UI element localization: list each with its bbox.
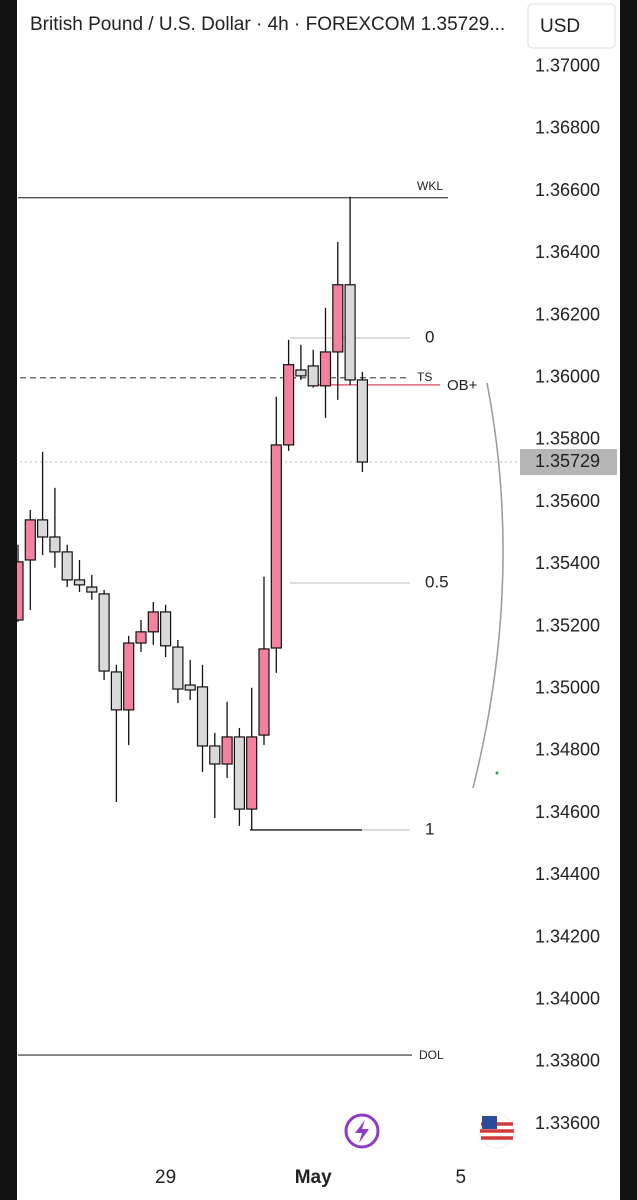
y-tick-label: 1.35800 [535,429,600,449]
candle-body [24,519,36,561]
candle-body [135,631,147,644]
candle-body [307,365,319,387]
candle-body [73,579,86,586]
frame-edge [620,0,637,1200]
candle-body [49,536,61,553]
curved-arrow [472,382,504,789]
chart-title: British Pound / U.S. Dollar · 4h · FOREX… [30,14,505,35]
y-tick-label: 1.36000 [535,367,600,387]
candle-body [258,648,270,736]
y-tick-label: 1.34000 [535,988,600,1008]
last-price-box [520,449,617,476]
level-label: OB+ [447,377,478,394]
icon-ring [344,1113,380,1149]
candle-body [283,364,295,446]
x-tick-label: 5 [456,1167,467,1188]
level-label: DOL [419,1048,444,1062]
candle-body [184,684,196,691]
candle-body [160,611,172,647]
candle-body [172,646,184,690]
candle-body [221,736,233,765]
icon-bolt [355,1120,369,1143]
y-tick-label: 1.36200 [535,304,600,324]
y-tick-label: 1.33600 [535,1113,600,1133]
fib-label: 0.5 [425,572,449,591]
y-tick-label: 1.35400 [535,553,600,573]
frame-edge [0,0,17,1200]
y-tick-label: 1.35200 [535,615,600,635]
y-tick-label: 1.36400 [535,242,600,262]
y-tick-label: 1.37000 [535,56,600,76]
fib-label: 0 [425,327,434,346]
last-price-label: 1.35729 [535,451,600,471]
candle-body [98,593,110,672]
x-tick-label: May [295,1167,332,1188]
candle-body [61,551,73,581]
candle-body [332,284,344,353]
dot [495,771,499,775]
y-tick-label: 1.35600 [535,491,600,511]
candle-body [344,284,356,381]
x-tick-label: 29 [155,1167,176,1188]
currency-box[interactable] [527,3,616,49]
y-tick-label: 1.34400 [535,864,600,884]
fib-label: 1 [425,819,434,838]
y-tick-label: 1.35000 [535,677,600,697]
currency-label[interactable]: USD [540,16,580,37]
candle-body [270,444,282,649]
y-tick-label: 1.34600 [535,802,600,822]
y-tick-label: 1.34800 [535,740,600,760]
candle-body [147,611,159,633]
candle-body [233,736,245,810]
y-tick-label: 1.33800 [535,1051,600,1071]
candle-body [123,642,135,711]
y-tick-label: 1.34200 [535,926,600,946]
icon-canton [482,1116,497,1129]
candle-body [110,671,123,711]
candle-body [295,369,307,377]
candle-body [356,379,368,463]
flag-icon[interactable] [479,1113,515,1149]
y-tick-label: 1.36600 [535,180,600,200]
candle-body [86,586,98,593]
alert-icon[interactable] [344,1113,380,1149]
candle-body [209,745,221,765]
level-label: TS [417,370,432,384]
level-label: WKL [417,179,443,193]
candle-body [196,686,209,747]
candle-body [319,351,332,387]
candle-body [36,519,49,538]
candle-body [246,736,258,810]
y-tick-label: 1.36800 [535,118,600,138]
